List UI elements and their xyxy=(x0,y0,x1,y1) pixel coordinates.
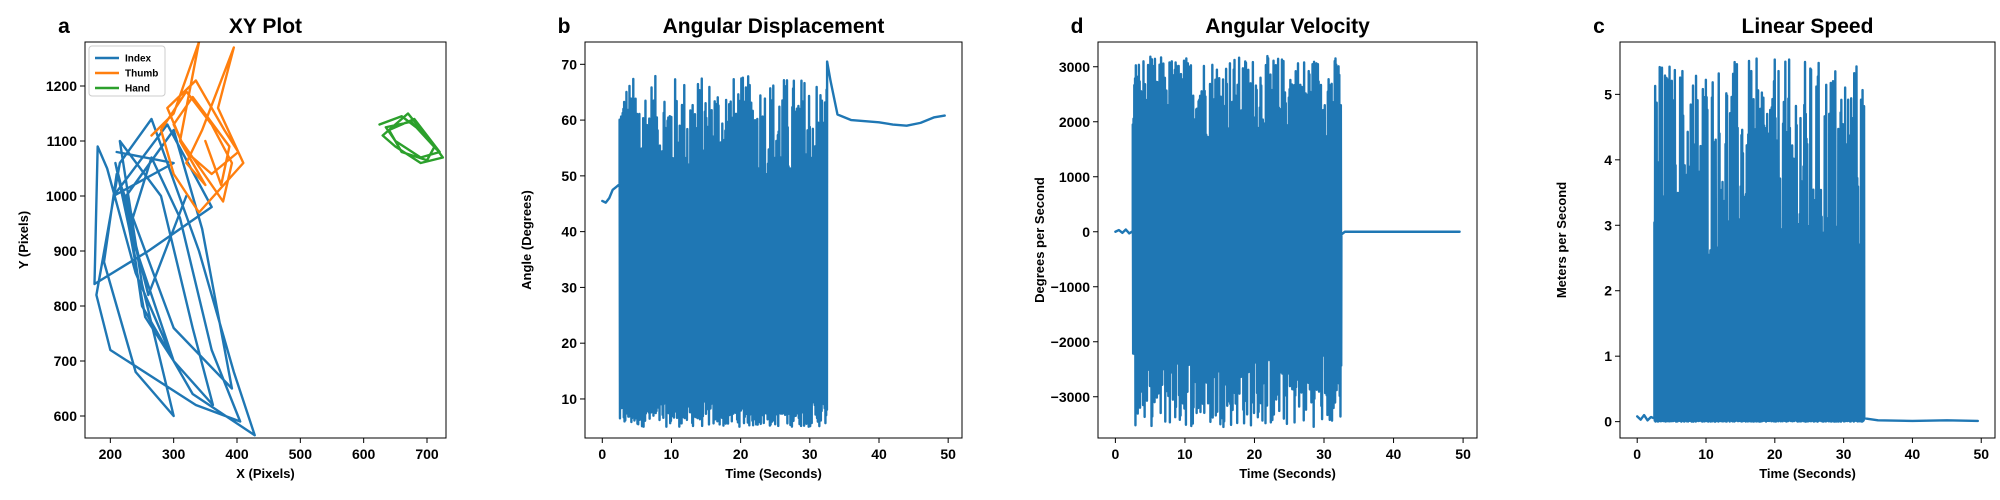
series-line-hand xyxy=(378,112,445,165)
series-line-data xyxy=(1114,54,1461,429)
y-tick-label: −1000 xyxy=(1051,279,1091,295)
x-tick-label: 200 xyxy=(99,446,123,462)
x-tick-label: 50 xyxy=(1973,446,1989,462)
panel-letter: a xyxy=(58,15,70,38)
x-tick-label: 20 xyxy=(1247,446,1263,462)
x-tick-label: 30 xyxy=(1836,446,1852,462)
y-tick-label: 700 xyxy=(54,353,78,369)
axes-frame xyxy=(1619,41,1996,439)
x-axis-label: X (Pixels) xyxy=(236,466,295,481)
y-tick-label: 3000 xyxy=(1059,59,1090,75)
x-tick-label: 10 xyxy=(1177,446,1193,462)
y-tick-label: 1200 xyxy=(46,78,77,94)
y-tick-label: −3000 xyxy=(1051,389,1091,405)
series-line-data xyxy=(601,60,946,428)
chart-title: Angular Displacement xyxy=(663,15,885,38)
x-tick-label: 20 xyxy=(1767,446,1783,462)
plot-area xyxy=(93,42,445,437)
series-line-data xyxy=(1636,57,1979,423)
y-axis-label: Y (Pixels) xyxy=(16,211,31,269)
y-tick-label: 60 xyxy=(561,112,577,128)
plot-area xyxy=(1636,57,1979,423)
axes-frame xyxy=(584,41,963,439)
x-axis-label: Time (Seconds) xyxy=(1759,466,1856,481)
y-tick-label: 4 xyxy=(1604,152,1612,168)
y-tick-label: −2000 xyxy=(1051,334,1091,350)
panel-letter: d xyxy=(1071,15,1084,38)
plot-area xyxy=(1114,54,1461,429)
series-line-index xyxy=(93,117,256,437)
y-tick-label: 800 xyxy=(54,298,78,314)
x-tick-label: 40 xyxy=(1905,446,1921,462)
x-tick-label: 0 xyxy=(598,446,606,462)
y-tick-label: 1000 xyxy=(1059,169,1090,185)
y-tick-label: 0 xyxy=(1082,224,1090,240)
y-tick-label: 600 xyxy=(54,408,78,424)
legend-label-hand: Hand xyxy=(125,84,150,95)
y-axis-label: Meters per Second xyxy=(1554,182,1569,298)
x-tick-label: 50 xyxy=(1455,446,1471,462)
x-tick-label: 300 xyxy=(162,446,186,462)
y-tick-label: 3 xyxy=(1604,217,1612,233)
y-tick-label: 5 xyxy=(1604,86,1612,102)
x-tick-label: 10 xyxy=(1698,446,1714,462)
y-tick-label: 1 xyxy=(1604,348,1612,364)
y-tick-label: 40 xyxy=(561,224,577,240)
axes-frame xyxy=(1097,41,1478,439)
x-axis-label: Time (Seconds) xyxy=(1239,466,1336,481)
y-tick-label: 10 xyxy=(561,391,577,407)
x-tick-label: 40 xyxy=(1386,446,1402,462)
x-tick-label: 50 xyxy=(940,446,956,462)
x-tick-label: 30 xyxy=(1316,446,1332,462)
chart-title: Linear Speed xyxy=(1742,15,1874,38)
chart-title: Angular Velocity xyxy=(1205,15,1370,38)
x-tick-label: 600 xyxy=(352,446,376,462)
y-tick-label: 20 xyxy=(561,335,577,351)
series-line-thumb xyxy=(150,42,245,214)
legend-label-thumb: Thumb xyxy=(125,69,158,80)
y-axis-label: Angle (Degrees) xyxy=(519,190,534,290)
panel-letter: b xyxy=(558,15,571,38)
y-tick-label: 900 xyxy=(54,243,78,259)
panel-b: 0 10 20 30 40 50 10 20 30 40 50 60 70 Angular Displac… xyxy=(519,15,963,481)
y-tick-label: 30 xyxy=(561,279,577,295)
panel-a: 200 300 400 500 600 700 600 700 800 900 1000 1100 12… xyxy=(16,15,447,481)
chart-title: XY Plot xyxy=(229,15,302,38)
y-tick-label: 0 xyxy=(1604,414,1612,430)
y-axis-label: Degrees per Second xyxy=(1032,177,1047,303)
x-tick-label: 700 xyxy=(415,446,439,462)
legend: Index Thumb Hand xyxy=(88,45,166,97)
x-tick-label: 0 xyxy=(1111,446,1119,462)
y-tick-label: 2000 xyxy=(1059,114,1090,130)
panel-letter: c xyxy=(1593,15,1605,38)
x-tick-label: 0 xyxy=(1633,446,1641,462)
x-axis-label: Time (Seconds) xyxy=(725,466,822,481)
y-tick-label: 1000 xyxy=(46,188,77,204)
y-tick-label: 70 xyxy=(561,56,577,72)
x-tick-label: 10 xyxy=(664,446,680,462)
axes-frame xyxy=(84,41,447,439)
y-tick-label: 1100 xyxy=(47,133,78,149)
x-tick-label: 20 xyxy=(733,446,749,462)
panel-c: 0 10 20 30 40 50 0 1 2 3 4 5 Linear Speed c Time (Seco… xyxy=(1554,15,1996,481)
x-tick-label: 500 xyxy=(289,446,313,462)
legend-label-index: Index xyxy=(125,54,152,65)
plot-area xyxy=(601,60,946,428)
y-tick-label: 2 xyxy=(1604,283,1612,299)
panel-d: 0 10 20 30 40 50 −3000 −2000 −1000 0 1000 2000 3000 A… xyxy=(1032,15,1478,481)
y-tick-label: 50 xyxy=(561,168,577,184)
x-tick-label: 400 xyxy=(225,446,249,462)
x-tick-label: 30 xyxy=(802,446,818,462)
x-tick-label: 40 xyxy=(871,446,887,462)
